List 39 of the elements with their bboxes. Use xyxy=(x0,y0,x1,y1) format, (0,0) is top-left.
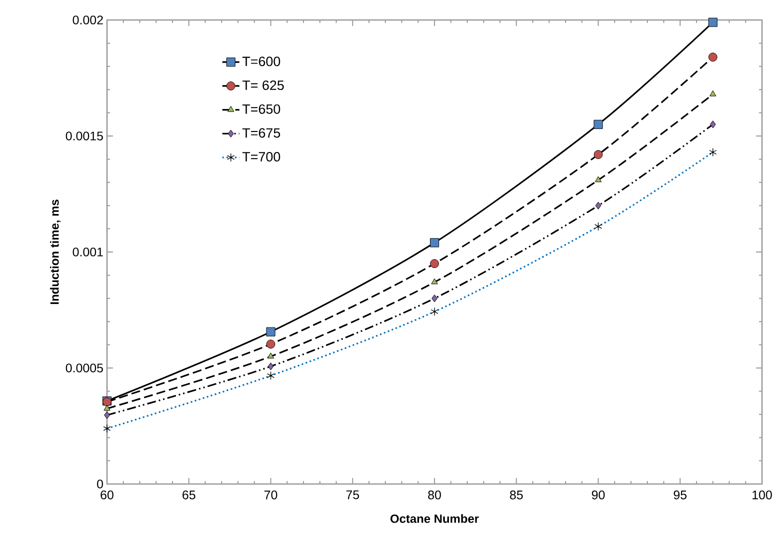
x-tick-label: 85 xyxy=(510,490,523,500)
point xyxy=(104,404,110,411)
legend-label: T=650 xyxy=(242,104,280,114)
y-tick-label: 0.002 xyxy=(72,16,103,24)
point xyxy=(708,18,718,27)
point xyxy=(710,90,716,96)
point xyxy=(430,238,440,248)
legend-label: T=700 xyxy=(242,152,280,162)
point xyxy=(710,120,716,128)
point xyxy=(594,150,603,159)
x-tick-label: 95 xyxy=(674,490,687,500)
legend-label: T=600 xyxy=(242,56,280,66)
x-tick-label: 60 xyxy=(100,490,114,500)
y-tick-label: 0.001 xyxy=(72,248,103,256)
y-tick-label: 0 xyxy=(97,480,103,488)
legend-label: T= 625 xyxy=(242,80,284,90)
point xyxy=(266,327,276,336)
y-axis-title: Induction time, ms xyxy=(50,200,61,304)
point xyxy=(432,294,438,302)
point xyxy=(594,120,603,129)
x-tick-label: 100 xyxy=(752,490,772,500)
point xyxy=(104,411,110,419)
point xyxy=(266,340,276,349)
y-tick-label: 0.0015 xyxy=(66,132,103,140)
point xyxy=(268,362,274,370)
legend-label: T=675 xyxy=(242,128,280,138)
point xyxy=(431,278,438,284)
y-tick-label: 0.0005 xyxy=(66,364,103,372)
point xyxy=(595,202,602,210)
point xyxy=(267,352,274,358)
point xyxy=(430,259,439,268)
point xyxy=(708,52,718,62)
point xyxy=(594,176,602,182)
x-axis-title: Octane Number xyxy=(390,514,479,523)
x-tick-label: 65 xyxy=(182,490,196,500)
x-tick-label: 80 xyxy=(428,490,441,500)
x-tick-label: 75 xyxy=(346,490,360,500)
x-tick-label: 90 xyxy=(592,490,605,500)
x-tick-label: 70 xyxy=(264,490,278,500)
